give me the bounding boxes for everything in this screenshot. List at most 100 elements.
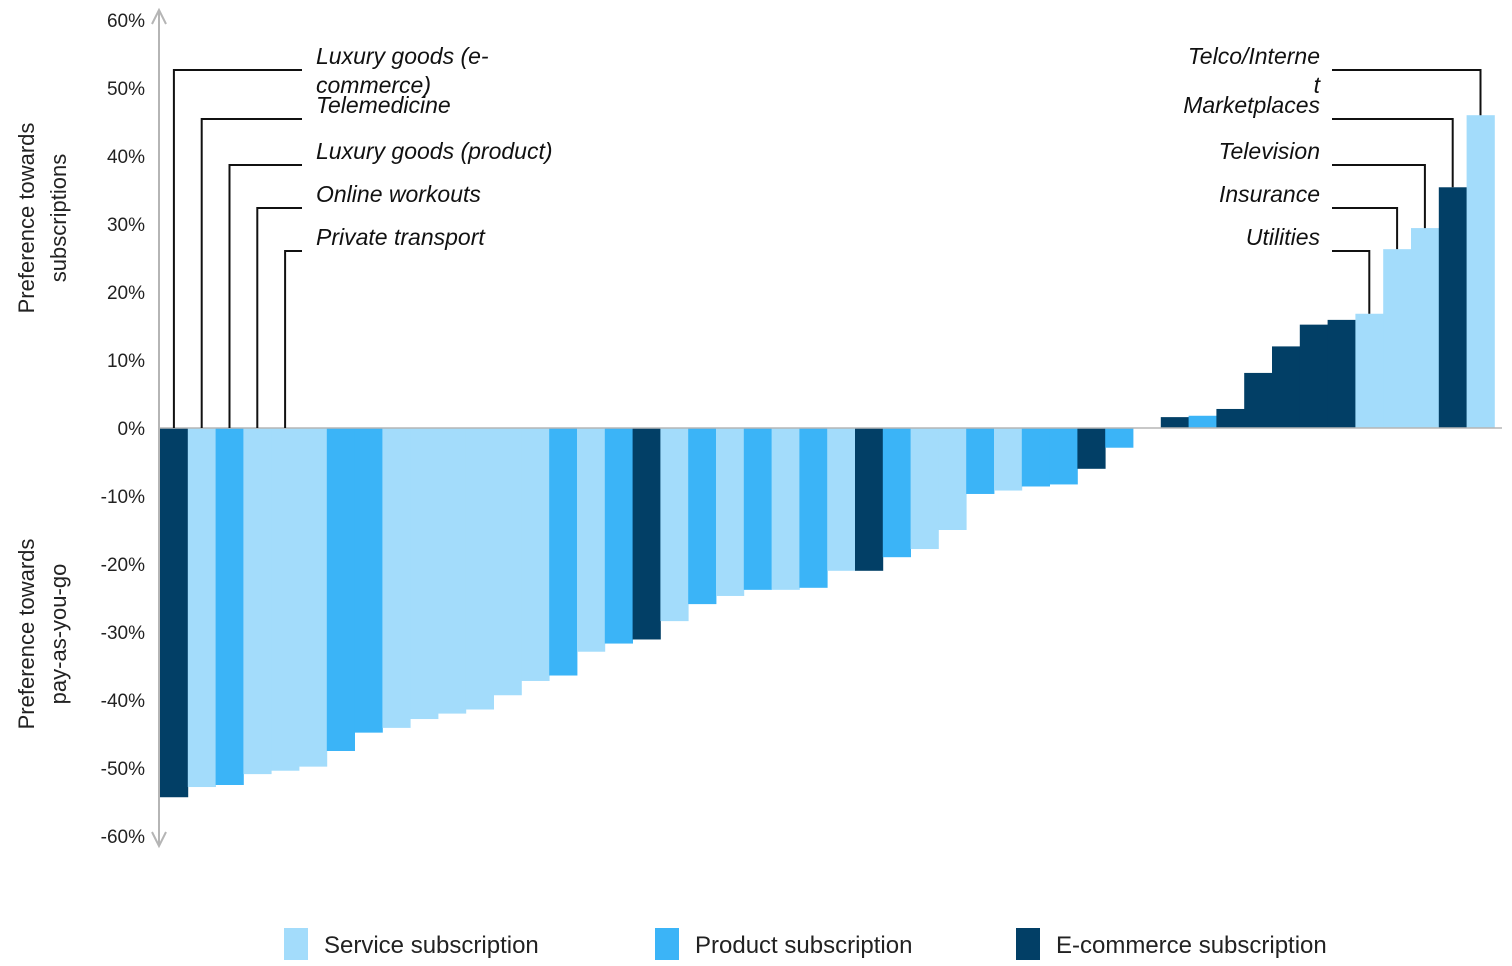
bar [410,428,439,720]
legend-item: Product subscription [655,928,912,960]
y-axis-title-top: Preference towards subscriptions [14,123,71,314]
callout-label: t [1314,72,1322,98]
bar [1244,372,1273,428]
legend-item: Service subscription [284,928,539,960]
y-tick-label: 40% [107,147,145,168]
y-axis-labels: Preference towards subscriptionsPreferenc… [14,123,71,730]
bar [799,428,828,588]
bar [438,428,467,714]
y-axis-arrow-down [151,831,167,849]
callout-leader [1332,118,1454,188]
bar [1160,417,1189,428]
bar [1021,428,1050,487]
bar [910,428,939,550]
bar [382,428,411,728]
bar [716,428,745,596]
bar [966,428,995,494]
callout-label: Television [1219,138,1320,164]
y-axis-title-line: Preference towards [14,123,39,314]
bar [1216,408,1245,428]
bar [215,428,244,785]
callout-label: Luxury goods (product) [316,138,553,164]
bar [521,428,550,681]
callout-leader [200,118,302,428]
legend-swatch [1016,928,1040,960]
legend-item: E-commerce subscription [1016,928,1327,960]
y-tick-label: -20% [101,555,145,576]
bar [604,428,633,644]
bar [743,428,772,590]
bar [855,428,884,571]
callout-label: Private transport [316,224,486,250]
callout-label: Marketplaces [1183,92,1320,118]
callout-leader [256,207,302,428]
bar [1383,249,1412,428]
callout-label: commerce) [316,72,431,98]
bar [1411,228,1440,428]
bar [1272,346,1301,428]
y-tick-label: -10% [101,487,145,508]
legend-label: E-commerce subscription [1056,932,1327,959]
callout-leader [172,69,302,428]
callout-label: Insurance [1219,181,1320,207]
callout-leader [1332,207,1399,250]
legend-swatch [284,928,308,960]
bar [1466,115,1495,428]
bar [1299,324,1328,428]
y-axis-title-line: pay-as-you-go [46,564,71,705]
bar [577,428,606,652]
bar [549,428,578,676]
callout-label: Luxury goods (e- [316,43,489,69]
y-axis-arrow-up [151,7,167,25]
bar [465,428,494,710]
callout-leader [1332,250,1371,314]
bar [354,428,383,733]
callout-label: Telemedicine [316,92,451,118]
y-axis-title-line: Preference towards [14,539,39,730]
bar [1105,428,1134,448]
y-tick-label: -50% [101,759,145,780]
bar [160,428,189,798]
bar [938,428,967,530]
y-tick-label: -30% [101,623,145,644]
bar [1077,428,1106,469]
y-tick-label: -60% [101,827,145,848]
callout-label: Telco/Interne [1188,43,1320,69]
callout-leader [228,164,302,428]
bar [1188,415,1217,428]
legend-swatch [655,928,679,960]
bar [827,428,856,571]
bar [882,428,911,558]
bar [994,428,1023,491]
bar [688,428,717,605]
callout-leader [1332,69,1482,116]
callout-label: Utilities [1246,224,1321,250]
legend-label: Product subscription [695,932,912,959]
bar [660,428,689,622]
legend: Service subscription Product subscription… [284,928,1327,960]
bar [493,428,522,696]
y-axis-title-bottom: Preference towards pay-as-you-go [14,539,71,730]
legend-label: Service subscription [324,932,539,959]
bar [1355,313,1384,428]
callout-leader [1332,164,1426,229]
bar [1049,428,1078,485]
y-tick-label: 10% [107,351,145,372]
y-tick-label: 30% [107,215,145,236]
bar [1327,319,1356,428]
y-axis-title-line: subscriptions [46,154,71,282]
bar [299,428,328,767]
y-tick-label: -40% [101,691,145,712]
callouts: Luxury goods (e-commerce)Telemedicine Lux… [172,43,1482,428]
bar [632,428,661,640]
callout-label: Online workouts [316,181,481,207]
bar [326,428,355,751]
y-axis: 60% 50% 40% 30% 20% 10% 0% -10% -20% -30% -40% -50%… [101,7,1502,849]
y-tick-label: 0% [118,419,146,440]
bar [271,428,300,771]
bar [187,428,216,788]
bars-layer [160,115,1495,798]
y-tick-label: 20% [107,283,145,304]
